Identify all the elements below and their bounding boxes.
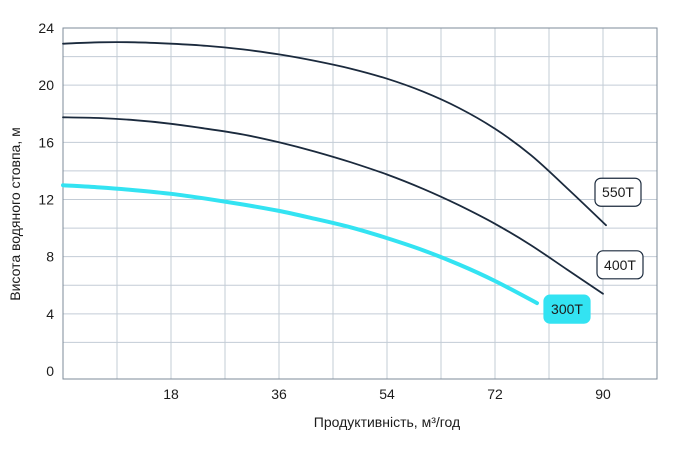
y-tick-label: 16 <box>38 134 54 150</box>
series-label-400t: 400T <box>596 250 644 280</box>
y-tick-label: 4 <box>46 306 54 322</box>
y-tick-label: 24 <box>38 20 54 36</box>
series-label-box <box>594 177 642 207</box>
series-label-text: 400T <box>604 257 636 273</box>
series-line-550t <box>62 41 607 227</box>
y-tick-label: 8 <box>46 249 54 265</box>
x-axis-title: Продуктивність, м³/год <box>314 414 460 430</box>
series-label-text: 550T <box>602 184 634 200</box>
x-tick-label: 72 <box>487 386 503 402</box>
series-label-300t: 300T <box>543 294 591 324</box>
series-label-box <box>596 250 644 280</box>
x-tick-label: 36 <box>271 386 287 402</box>
y-axis-title: Висота водяного стовпа, м <box>7 127 23 300</box>
series-line-400t <box>62 116 604 295</box>
x-tick-label: 90 <box>595 386 611 402</box>
plot-frame <box>62 27 658 380</box>
series-label-550t: 550T <box>594 177 642 207</box>
series-label-text: 300T <box>551 301 583 317</box>
x-tick-label: 18 <box>163 386 179 402</box>
series-label-box <box>543 294 591 324</box>
y-tick-label: 12 <box>38 192 54 208</box>
y-tick-label: 0 <box>46 363 54 379</box>
y-tick-label: 20 <box>38 77 54 93</box>
x-tick-label: 54 <box>379 386 395 402</box>
series-line-300t <box>61 183 539 306</box>
